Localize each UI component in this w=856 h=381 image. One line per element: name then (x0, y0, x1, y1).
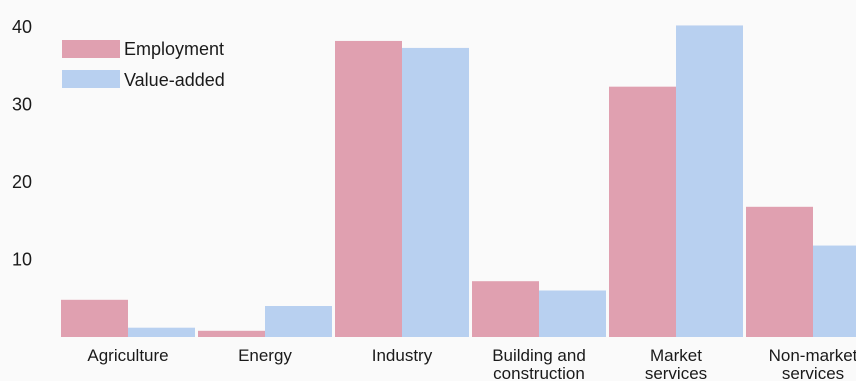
bar-employment-4 (609, 86, 676, 337)
legend-label-value-added: Value-added (124, 70, 225, 90)
x-category-label-3: Building and construction (492, 346, 586, 381)
y-tick-label-20: 20 (12, 172, 32, 192)
bar-employment-3 (472, 281, 539, 337)
bar-value-added-4 (676, 25, 743, 337)
bar-value-added-2 (402, 47, 469, 338)
bar-employment-1 (198, 330, 265, 337)
legend-label-employment: Employment (124, 39, 224, 59)
bar-value-added-0 (128, 327, 195, 337)
legend: Employment Value-added (62, 39, 225, 90)
legend-swatch-value-added (62, 70, 120, 88)
y-tick-label-30: 30 (12, 95, 32, 115)
y-axis: 10 20 30 40 (12, 17, 32, 270)
bar-value-added-1 (265, 306, 332, 337)
bar-value-added-3 (539, 290, 606, 337)
bar-employment-0 (61, 299, 128, 337)
y-tick-label-10: 10 (12, 250, 32, 270)
bar-employment-5 (746, 206, 813, 337)
bars (61, 25, 856, 338)
x-category-label-4: Market services (645, 346, 707, 381)
x-axis: Agriculture Energy Industry Building and con… (87, 346, 856, 381)
x-category-label-1: Energy (238, 346, 292, 365)
bar-employment-2 (335, 40, 402, 337)
legend-swatch-employment (62, 40, 120, 58)
x-category-label-5: Non-market services (769, 346, 856, 381)
bar-value-added-5 (813, 245, 856, 337)
x-category-label-0: Agriculture (87, 346, 168, 365)
y-tick-label-40: 40 (12, 17, 32, 37)
x-category-label-2: Industry (372, 346, 433, 365)
